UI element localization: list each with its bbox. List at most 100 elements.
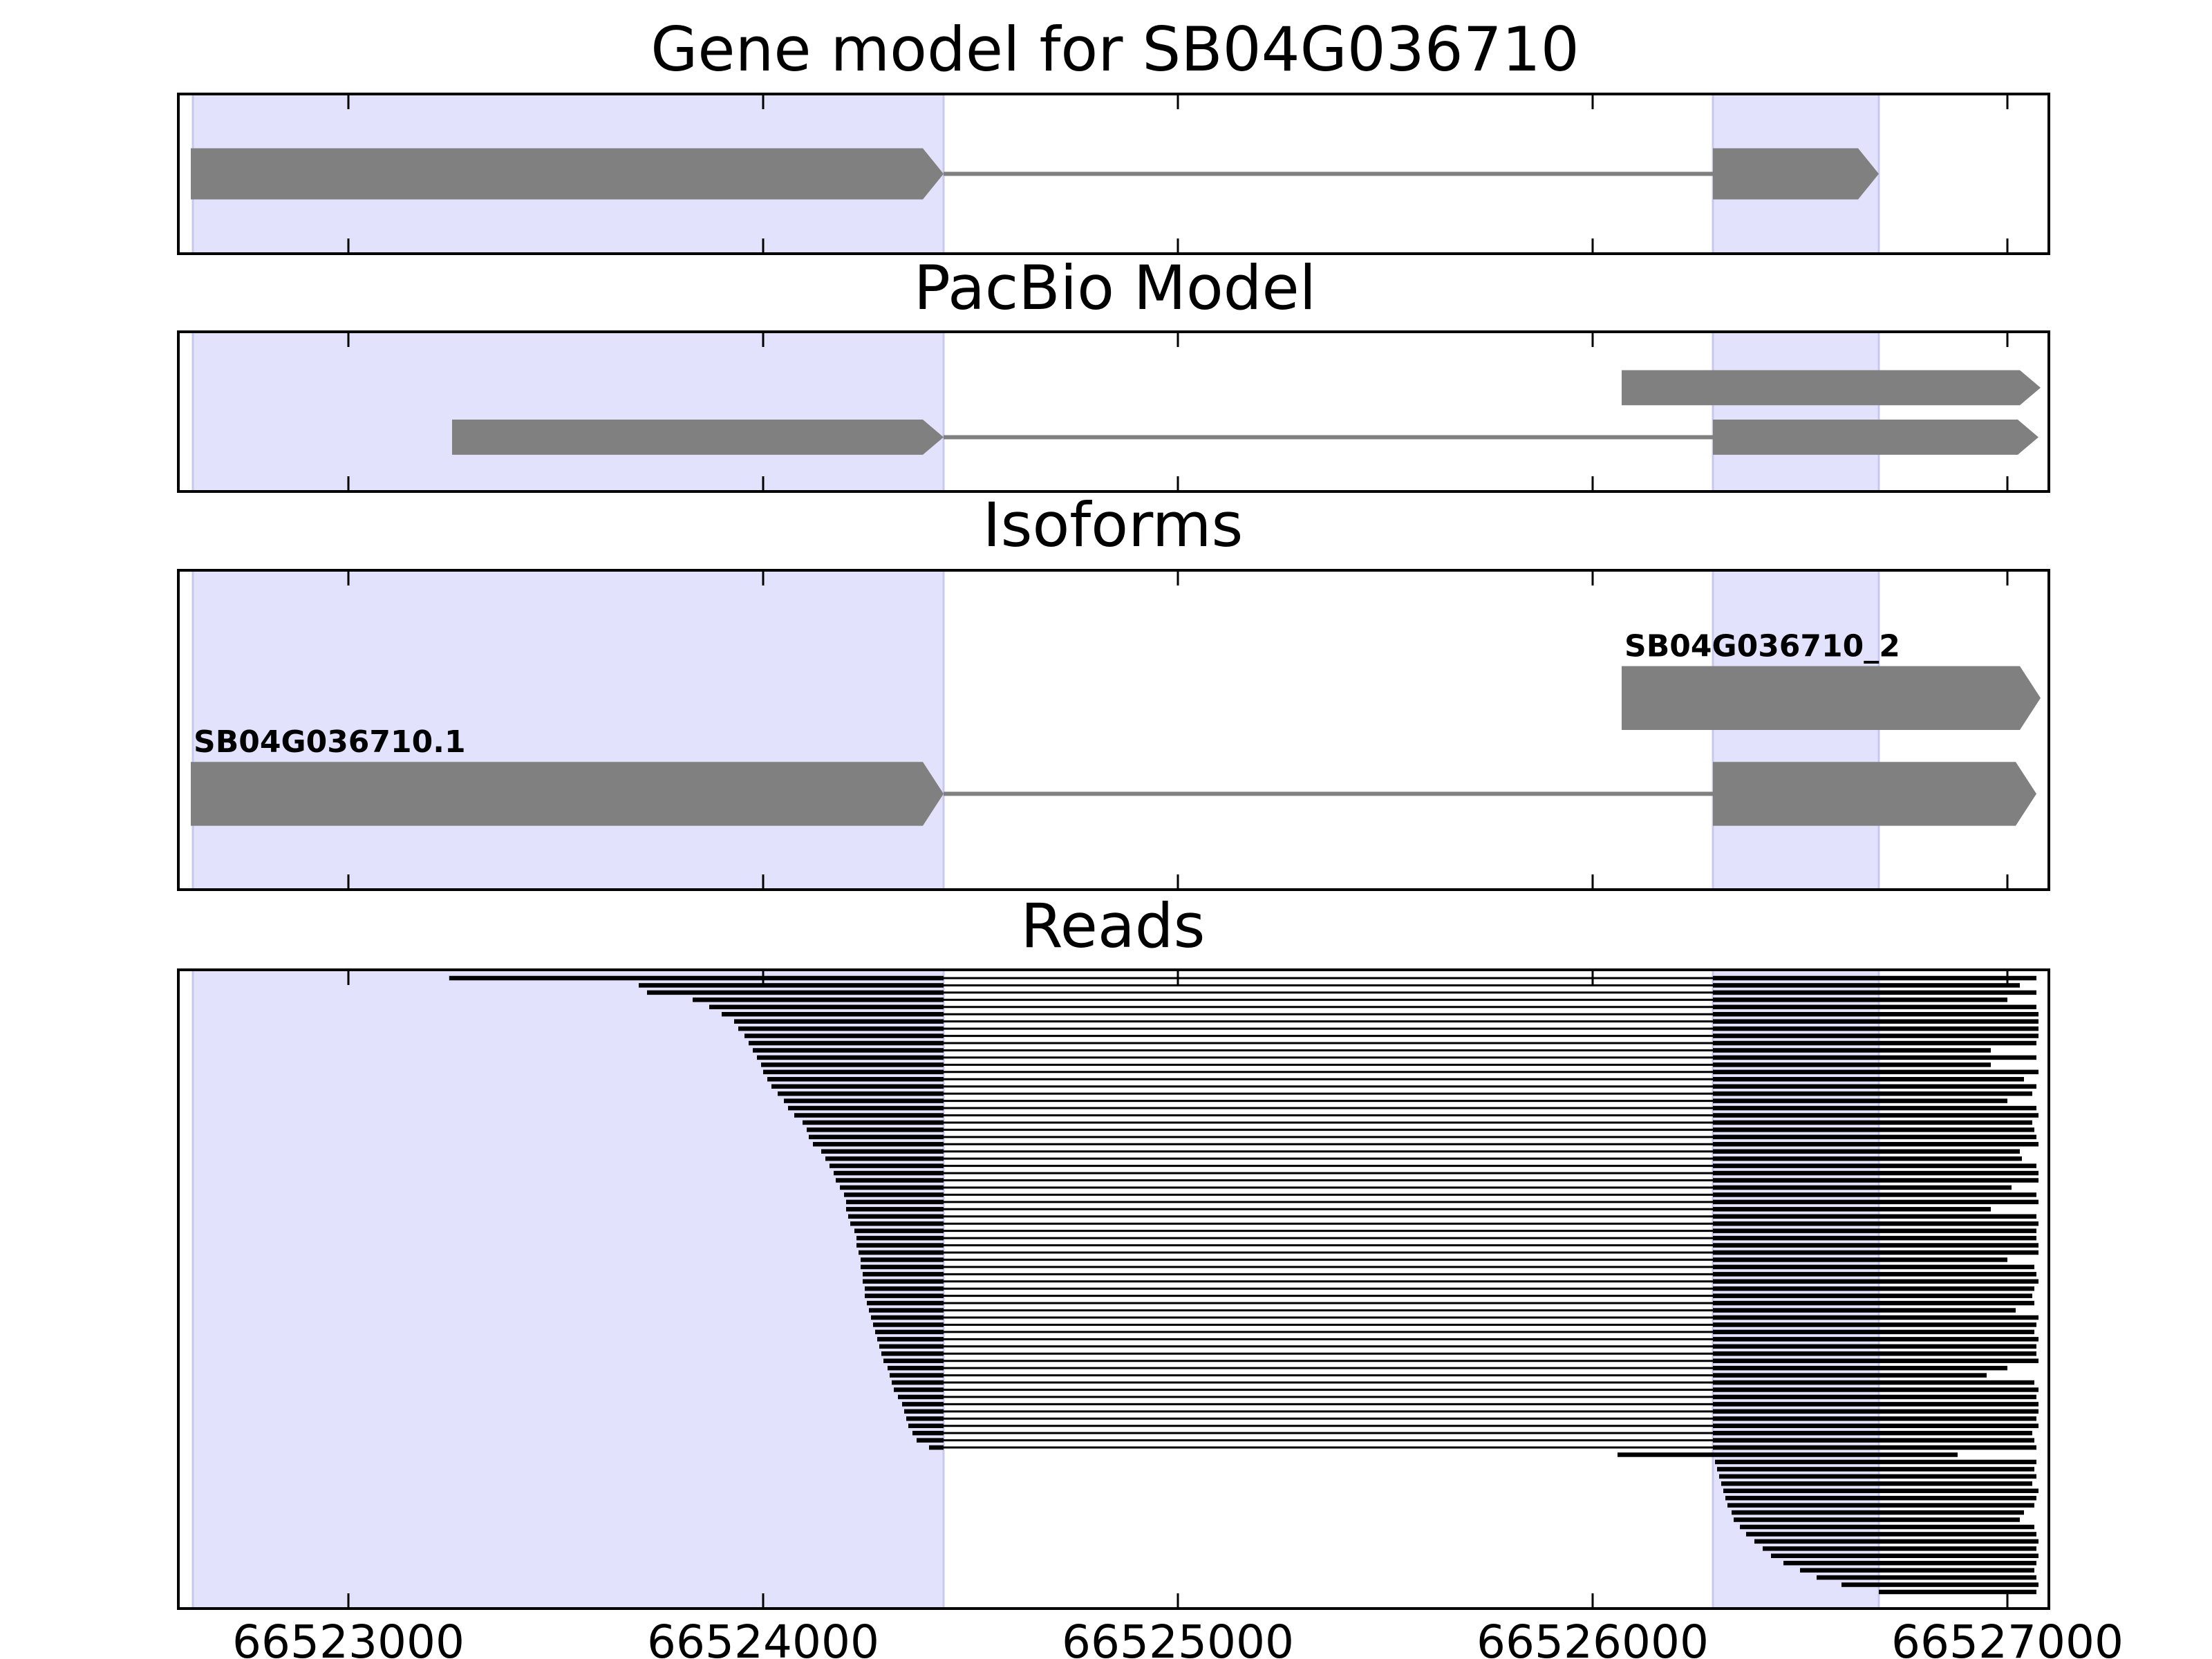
exon-block bbox=[1713, 148, 1879, 200]
pacbio-model-panel: PacBio Model bbox=[177, 252, 2050, 493]
read-segment bbox=[813, 1142, 944, 1147]
isoform-label: SB04G036710_2 bbox=[1624, 629, 1900, 664]
read-segment bbox=[1721, 1481, 2032, 1486]
read-segment bbox=[1740, 1524, 2034, 1530]
read-segment bbox=[1713, 1409, 2038, 1414]
read-segment bbox=[1713, 1120, 2032, 1125]
read-segment bbox=[1713, 1185, 2012, 1190]
read-segment bbox=[1713, 1250, 2038, 1255]
read-segment bbox=[794, 1113, 944, 1118]
isoform-label: SB04G036710.1 bbox=[194, 724, 466, 760]
exon-block bbox=[1622, 666, 2041, 730]
read-segment bbox=[873, 1322, 944, 1327]
read-segment bbox=[846, 1207, 944, 1212]
read-segment bbox=[1713, 1387, 2038, 1392]
read-segment bbox=[848, 1214, 944, 1219]
read-segment bbox=[1713, 1004, 2036, 1010]
read-segment bbox=[753, 1048, 944, 1053]
exon-block bbox=[1713, 762, 2036, 826]
read-segment bbox=[929, 1445, 944, 1450]
read-segment bbox=[771, 1084, 944, 1089]
read-segment bbox=[861, 1257, 944, 1262]
read-segment bbox=[877, 1337, 944, 1342]
read-segment bbox=[449, 975, 944, 981]
read-segment bbox=[1713, 1077, 2024, 1082]
isoforms-frame bbox=[177, 569, 2050, 891]
read-segment bbox=[1713, 1040, 2036, 1046]
read-segment bbox=[1713, 1084, 2036, 1089]
gene-model-title: Gene model for SB04G036710 bbox=[650, 14, 1580, 85]
isoforms-panel: Isoforms SB04G036710_2 SB04G036710.1 bbox=[177, 489, 2050, 891]
x-tick-label: 66523000 bbox=[232, 1615, 465, 1659]
read-segment bbox=[867, 1300, 944, 1306]
reads-title: Reads bbox=[1021, 890, 1206, 962]
read-segment bbox=[1713, 1127, 2034, 1132]
x-tick-label: 66525000 bbox=[1062, 1615, 1294, 1659]
read-segment bbox=[722, 1011, 944, 1017]
read-segment bbox=[1713, 1149, 2020, 1154]
read-segment bbox=[881, 1351, 944, 1356]
read-segment bbox=[1713, 1192, 2036, 1197]
read-segment bbox=[1723, 1488, 2038, 1493]
read-segment bbox=[1713, 1358, 2038, 1363]
read-segment bbox=[1713, 1142, 2038, 1147]
read-segment bbox=[1713, 1308, 2016, 1313]
read-segment bbox=[1713, 1279, 2038, 1284]
read-segment bbox=[850, 1221, 944, 1226]
read-segment bbox=[1717, 1467, 2034, 1472]
read-segment bbox=[1713, 1228, 2036, 1233]
exon-shade-region bbox=[1712, 330, 1880, 493]
read-segment bbox=[809, 1134, 944, 1140]
read-segment bbox=[890, 1373, 944, 1378]
read-segment bbox=[1713, 997, 2007, 1002]
exon-block bbox=[1713, 420, 2038, 455]
read-segment bbox=[906, 1416, 944, 1421]
exon-block bbox=[191, 762, 944, 826]
read-segment bbox=[830, 1163, 944, 1168]
read-segment bbox=[825, 1156, 944, 1161]
read-segment bbox=[1713, 1257, 2007, 1262]
read-segment bbox=[1713, 1365, 2007, 1371]
read-segment bbox=[902, 1402, 944, 1407]
read-segment bbox=[863, 1279, 944, 1284]
read-segment bbox=[865, 1286, 944, 1291]
read-segment bbox=[744, 1033, 944, 1038]
read-segment bbox=[1713, 990, 2036, 995]
read-segment bbox=[1734, 1517, 2020, 1522]
read-segment bbox=[1713, 1300, 2034, 1306]
exon-block bbox=[191, 148, 944, 200]
read-segment bbox=[1817, 1575, 2036, 1580]
read-segment bbox=[1713, 1105, 2036, 1111]
read-segment bbox=[1746, 1532, 2036, 1537]
read-segment bbox=[763, 1069, 944, 1075]
read-segment bbox=[1725, 1495, 2036, 1501]
read-segment bbox=[1713, 1098, 2007, 1103]
read-segment bbox=[836, 1178, 944, 1183]
read-segment bbox=[1713, 1207, 1991, 1212]
read-segment bbox=[709, 1004, 944, 1010]
read-segment bbox=[1713, 1178, 2038, 1183]
read-segment bbox=[1713, 1011, 2038, 1017]
read-segment bbox=[1713, 1423, 2038, 1428]
read-segment bbox=[840, 1185, 944, 1190]
read-segment bbox=[1713, 1170, 2038, 1176]
read-segment bbox=[1713, 1315, 2038, 1320]
read-segment bbox=[1713, 1373, 1987, 1378]
read-segment bbox=[767, 1077, 944, 1082]
read-segment bbox=[1713, 1019, 2038, 1024]
read-segment bbox=[1713, 983, 2020, 988]
read-segment bbox=[1719, 1474, 2036, 1479]
reads-frame bbox=[177, 968, 2050, 1610]
read-segment bbox=[1713, 1293, 2032, 1298]
exon-shade-region bbox=[191, 569, 945, 891]
exon-shade-region bbox=[191, 968, 945, 1610]
read-segment bbox=[854, 1228, 944, 1233]
read-segment bbox=[1713, 1394, 2036, 1400]
read-segment bbox=[807, 1127, 944, 1132]
read-segment bbox=[1713, 1438, 2034, 1443]
read-segment bbox=[1618, 1452, 1958, 1457]
read-segment bbox=[1713, 1235, 2036, 1241]
read-segment bbox=[894, 1387, 944, 1392]
read-segment bbox=[1879, 1589, 2036, 1595]
read-segment bbox=[834, 1170, 944, 1176]
